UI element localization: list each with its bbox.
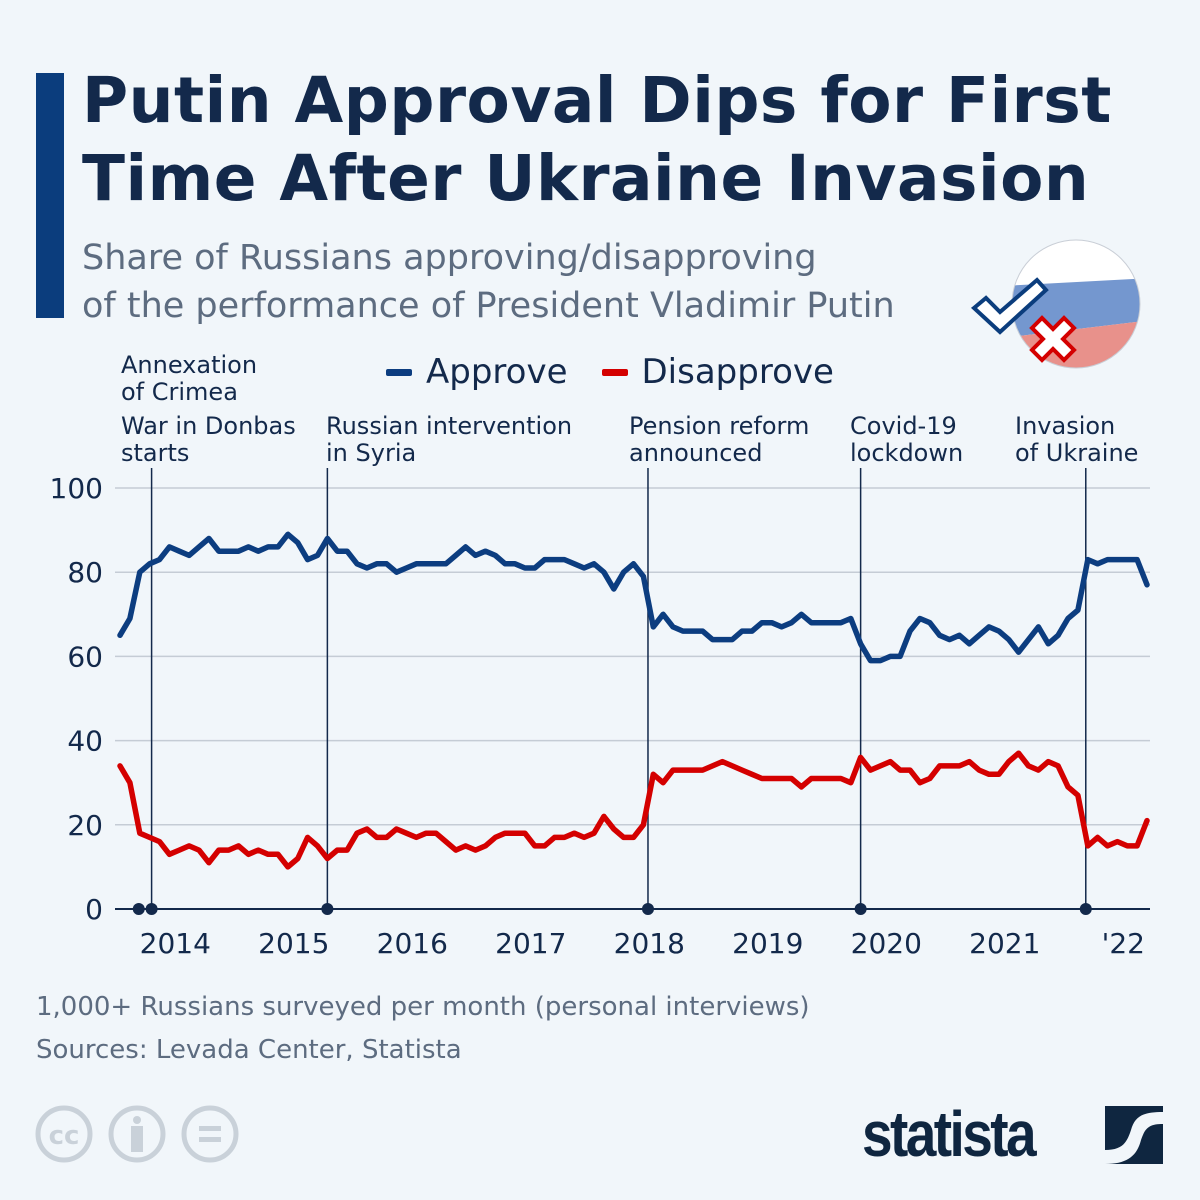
annotation-line: Covid-19 — [850, 412, 957, 440]
title-line: Putin Approval Dips for First — [82, 64, 1112, 137]
statista-logo-icon — [1105, 1106, 1163, 1164]
attribution-icon — [108, 1105, 166, 1163]
svg-text:cc: cc — [49, 1121, 80, 1151]
legend-swatch-approve — [386, 368, 412, 376]
y-tick-label: 40 — [67, 725, 103, 758]
annotation-line: Invasion — [1015, 412, 1116, 440]
chart-subtitle: Share of Russians approving/disapproving… — [82, 234, 982, 330]
annotation-marker — [854, 903, 867, 915]
x-tick-label: '22 — [1102, 927, 1145, 960]
x-tick-label: 2021 — [969, 927, 1040, 960]
title-accent-bar — [36, 73, 64, 318]
annotation-label: Covid-19 lockdown — [850, 413, 963, 467]
y-tick-label: 60 — [67, 640, 103, 673]
creative-commons-icon: cc — [35, 1105, 93, 1163]
statista-logo: statista — [862, 1098, 1037, 1170]
annotation-line: Pension reform — [629, 412, 810, 440]
annotation-label: Russian intervention in Syria — [326, 413, 572, 467]
subtitle-line: of the performance of President Vladimir… — [82, 286, 895, 326]
legend-label: Approve — [426, 352, 568, 392]
x-tick-label: 2018 — [614, 927, 685, 960]
x-tick-label: 2019 — [732, 927, 803, 960]
series-line-disapprove — [117, 750, 1150, 870]
x-tick-label: 2016 — [377, 927, 448, 960]
title-line: Time After Ukraine Invasion — [82, 142, 1090, 215]
annotation-label: Pension reform announced — [629, 413, 809, 467]
annotation-line: announced — [629, 439, 763, 467]
annotation-marker — [321, 903, 334, 915]
chart-legend: Approve Disapprove — [386, 352, 834, 392]
annotation-line: Annexation — [121, 351, 258, 379]
annotation-line: Russian intervention — [326, 412, 573, 440]
annotation-line: lockdown — [850, 439, 964, 467]
series-line-approve — [117, 531, 1150, 664]
chart-title: Putin Approval Dips for First Time After… — [82, 62, 1142, 218]
x-tick-label: 2015 — [258, 927, 329, 960]
annotation-line: starts — [121, 439, 190, 467]
legend-label: Disapprove — [641, 352, 834, 392]
legend-item-disapprove: Disapprove — [601, 352, 834, 392]
footer-source: Sources: Levada Center, Statista — [36, 1035, 462, 1065]
x-tick-label: 2017 — [495, 927, 566, 960]
license-icons: cc — [35, 1105, 239, 1163]
subtitle-line: Share of Russians approving/disapproving — [82, 238, 817, 278]
annotation-marker — [1079, 903, 1092, 915]
annotation-line: in Syria — [326, 439, 417, 467]
annotation-marker — [145, 903, 158, 915]
y-tick-label: 20 — [67, 809, 103, 842]
annotation-marker — [132, 903, 145, 915]
footer-note: 1,000+ Russians surveyed per month (pers… — [36, 992, 810, 1022]
y-tick-label: 80 — [67, 556, 103, 589]
annotation-marker — [641, 903, 654, 915]
russia-flag-check-cross-icon — [970, 239, 1141, 369]
no-derivatives-icon — [181, 1105, 239, 1163]
annotation-line: of Crimea — [121, 378, 238, 406]
annotation-line: War in Donbas — [121, 412, 296, 440]
x-tick-label: 2020 — [851, 927, 922, 960]
annotation-line: of Ukraine — [1015, 439, 1139, 467]
y-tick-label: 100 — [50, 472, 103, 505]
annotation-label: Annexation of Crimea — [121, 352, 257, 406]
x-tick-label: 2014 — [140, 927, 211, 960]
legend-swatch-disapprove — [601, 368, 628, 376]
legend-item-approve: Approve — [386, 352, 568, 392]
annotation-label: War in Donbas starts — [121, 413, 296, 467]
y-tick-label: 0 — [85, 893, 103, 926]
annotation-label: Invasion of Ukraine — [1015, 413, 1138, 467]
